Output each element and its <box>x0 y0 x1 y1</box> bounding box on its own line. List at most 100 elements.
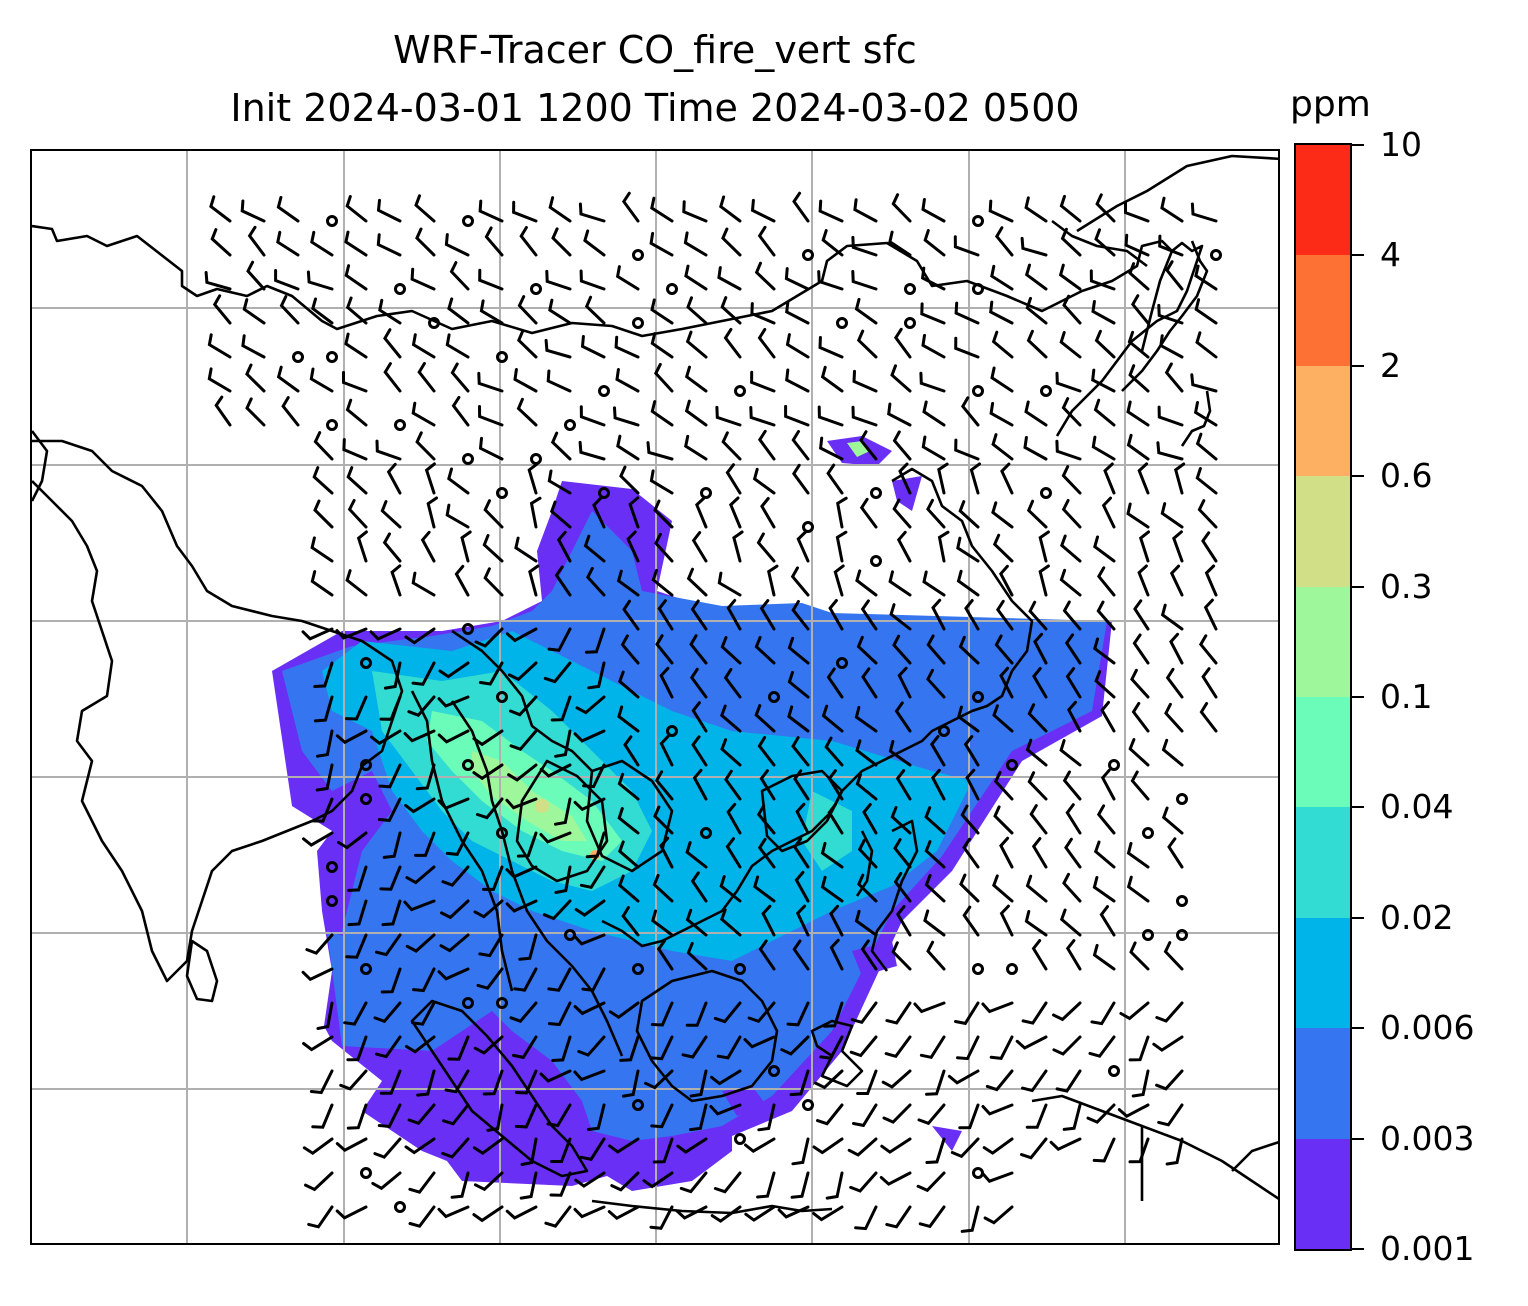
wind-barb <box>276 196 300 223</box>
wind-barb <box>578 202 606 223</box>
wind-barb <box>1031 837 1048 869</box>
wind-barb <box>963 735 980 767</box>
wind-barb <box>373 1001 402 1024</box>
wind-barb <box>378 298 402 325</box>
wind-barb <box>437 695 470 708</box>
wind-barb <box>415 431 436 461</box>
wind-barb <box>690 599 708 631</box>
wind-barb <box>405 1035 436 1054</box>
wind-barb <box>656 939 674 971</box>
wind-barb <box>983 1205 1014 1225</box>
wind-barb <box>376 198 402 223</box>
wind-barb <box>1130 668 1150 699</box>
colorbar-tick <box>1352 696 1364 698</box>
wind-barb <box>586 1103 606 1131</box>
wind-barb <box>920 266 946 291</box>
wind-barb <box>345 398 368 427</box>
wind-barb <box>1020 236 1048 257</box>
wind-barb <box>439 933 470 953</box>
wind-barb <box>685 908 708 937</box>
calm-wind-marker <box>1040 487 1052 499</box>
wind-barb <box>449 261 470 291</box>
wind-barb <box>345 695 368 721</box>
wind-barb <box>279 295 300 325</box>
wind-barb <box>1204 564 1218 597</box>
wind-barb <box>892 498 912 529</box>
wind-barb <box>855 739 878 767</box>
wind-barb <box>617 772 640 801</box>
wind-barb <box>725 837 742 869</box>
wind-barb <box>956 536 980 563</box>
wind-barb <box>344 332 368 359</box>
wind-barb <box>785 300 810 325</box>
wind-barb <box>620 634 640 665</box>
wind-barb <box>1173 462 1186 495</box>
wind-barb <box>507 661 538 682</box>
colorbar-segment <box>1296 145 1350 256</box>
wind-barb <box>585 566 606 597</box>
wind-barb <box>689 667 708 699</box>
wind-barb <box>792 939 810 971</box>
wind-barb <box>1124 233 1150 257</box>
wind-barb <box>709 1103 742 1116</box>
wind-barb <box>472 1205 504 1223</box>
wind-barb <box>335 1205 368 1220</box>
wind-barb <box>890 364 912 393</box>
wind-barb <box>1000 462 1014 495</box>
wind-barb <box>517 295 538 325</box>
wind-barb <box>760 497 776 529</box>
wind-barb <box>1024 400 1048 427</box>
wind-barb <box>920 302 946 325</box>
calm-wind-marker <box>632 249 644 261</box>
wind-barb <box>1093 637 1116 665</box>
wind-barb <box>717 571 742 597</box>
wind-barb <box>1027 703 1048 733</box>
wind-barb <box>554 797 572 826</box>
calm-wind-marker <box>666 725 678 737</box>
wind-barb <box>1089 269 1116 291</box>
wind-barb <box>520 1137 538 1166</box>
wind-barb <box>642 1171 674 1189</box>
wind-barb <box>720 908 742 937</box>
wind-barb <box>313 499 334 529</box>
wind-barb <box>684 399 708 427</box>
map-title-line-2: Init 2024-03-01 1200 Time 2024-03-02 050… <box>230 86 1080 130</box>
calm-wind-marker <box>836 657 848 669</box>
wind-barb <box>383 661 402 690</box>
wind-barb <box>691 701 708 733</box>
wind-barb <box>817 270 844 291</box>
contour-level-002 <box>372 671 852 891</box>
wind-barb <box>1093 535 1116 563</box>
wind-barb <box>790 566 810 597</box>
wind-barb <box>959 873 980 903</box>
wind-barb <box>888 230 912 257</box>
wind-barb <box>820 875 844 903</box>
wind-barb <box>335 729 368 745</box>
calm-wind-marker <box>972 963 984 975</box>
wind-barb <box>1066 700 1082 733</box>
wind-barb <box>958 635 980 665</box>
wind-barb <box>859 497 878 529</box>
wind-barb <box>1137 564 1150 597</box>
wind-barb <box>821 704 844 733</box>
calm-wind-marker <box>462 215 474 227</box>
wind-barb <box>759 599 776 631</box>
wind-barb <box>884 1035 912 1059</box>
wind-barb <box>505 899 538 913</box>
wind-barb <box>583 534 606 563</box>
wind-barb <box>505 865 538 879</box>
wind-barb <box>313 661 334 688</box>
wind-barb <box>855 772 878 801</box>
calm-wind-marker <box>700 827 712 839</box>
calm-wind-marker <box>870 487 882 499</box>
wind-barb <box>965 768 980 801</box>
wind-barb <box>344 264 368 291</box>
wind-barb <box>1190 373 1218 393</box>
wind-barb <box>1032 667 1048 699</box>
wind-barb <box>676 1137 708 1154</box>
wind-barb <box>757 736 776 767</box>
wind-barb <box>659 734 674 767</box>
wind-barb <box>744 1137 776 1154</box>
wind-barb <box>981 1103 1014 1116</box>
colorbar-tick-label: 0.003 <box>1380 1118 1475 1158</box>
